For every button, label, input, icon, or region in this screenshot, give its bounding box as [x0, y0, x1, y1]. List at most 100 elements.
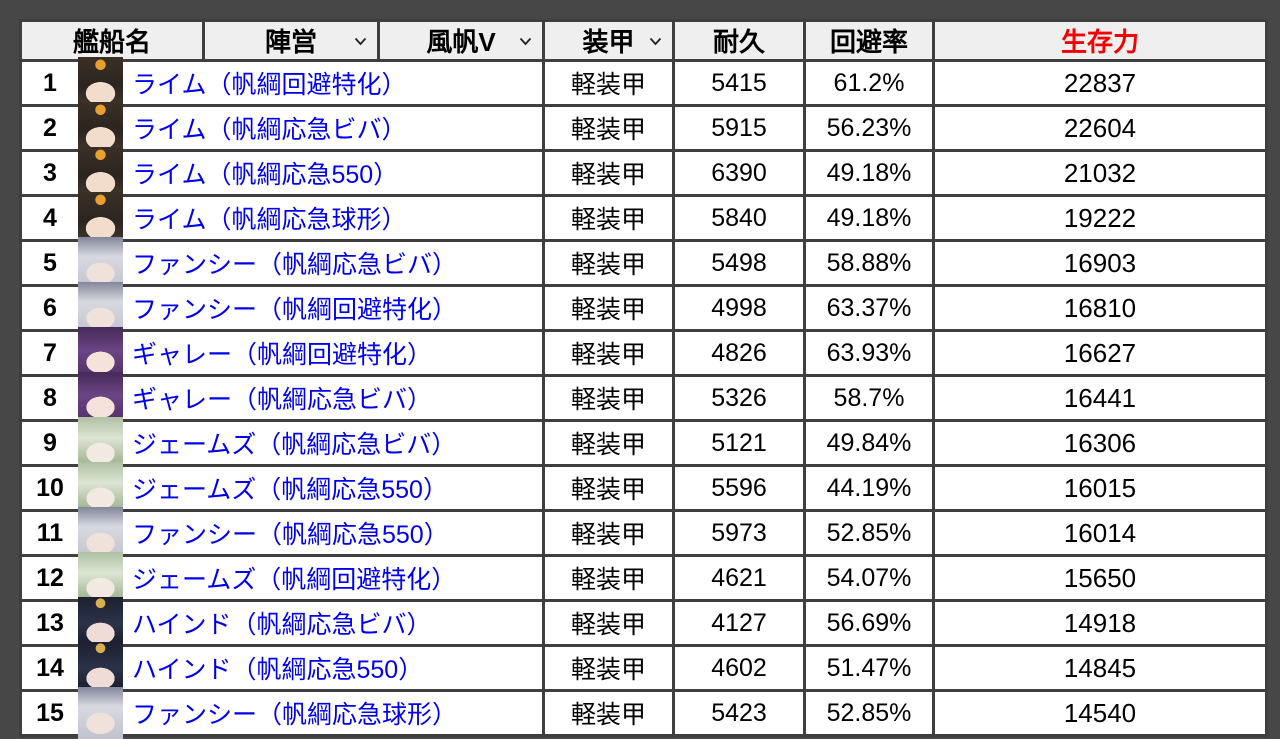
hp-cell: 5915	[672, 104, 806, 152]
table-row: 15 ファンシー（帆綱応急球形） 軽装甲 5423 52.85% 14540	[19, 687, 1268, 739]
hp-cell: 5415	[672, 59, 806, 107]
hp-cell: 4998	[672, 284, 806, 332]
ship-cell: 5 ファンシー（帆綱応急ビバ）	[19, 237, 545, 289]
armor-cell: 軽装甲	[542, 464, 675, 512]
armor-cell: 軽装甲	[542, 374, 675, 422]
armor-cell: 軽装甲	[542, 599, 675, 647]
ship-cell: 8 ギャレー（帆綱応急ビバ）	[19, 372, 545, 424]
evasion-cell: 49.18%	[803, 194, 935, 242]
evasion-cell: 56.69%	[803, 599, 935, 647]
armor-cell: 軽装甲	[542, 59, 675, 107]
armor-cell: 軽装甲	[542, 644, 675, 692]
james-avatar	[78, 462, 123, 514]
header-sail-label: 風帆V	[426, 27, 496, 57]
ship-name-link[interactable]: ジェームズ（帆綱応急ビバ）	[132, 431, 457, 459]
rank-number: 7	[43, 338, 57, 367]
ship-name-link[interactable]: ハインド（帆綱応急ビバ）	[132, 611, 432, 639]
ship-name-link[interactable]: ジェームズ（帆綱回避特化）	[132, 566, 457, 594]
galley-avatar	[78, 327, 123, 379]
survivability-cell: 22837	[932, 59, 1268, 107]
survivability-cell: 14918	[932, 599, 1268, 647]
header-evasion: 回避率	[803, 19, 935, 62]
chevron-down-icon[interactable]	[649, 37, 662, 46]
header-faction-label: 陣営	[264, 27, 317, 57]
rank-number: 9	[43, 428, 57, 457]
survivability-cell: 16810	[932, 284, 1268, 332]
evasion-cell: 63.93%	[803, 329, 935, 377]
rank-number: 15	[36, 698, 64, 727]
table-row: 9 ジェームズ（帆綱応急ビバ） 軽装甲 5121 49.84% 16306	[19, 417, 1268, 469]
ship-name-link[interactable]: ギャレー（帆綱応急ビバ）	[132, 386, 433, 414]
rank-number: 3	[43, 158, 57, 187]
hind-avatar	[78, 642, 123, 694]
ship-name-link[interactable]: ライム（帆綱応急550）	[132, 161, 399, 189]
hind-avatar	[78, 597, 123, 649]
evasion-cell: 63.37%	[803, 284, 935, 332]
hp-cell: 5596	[672, 464, 806, 512]
ship-name-link[interactable]: ファンシー（帆綱応急ビバ）	[132, 251, 458, 279]
table-row: 1 ライム（帆綱回避特化） 軽装甲 5415 61.2% 22837	[19, 57, 1268, 109]
survivability-cell: 16441	[932, 374, 1268, 422]
evasion-cell: 61.2%	[803, 59, 935, 107]
chevron-down-icon[interactable]	[354, 37, 367, 46]
armor-cell: 軽装甲	[542, 554, 675, 602]
evasion-cell: 58.88%	[803, 239, 935, 287]
hp-cell: 5121	[672, 419, 806, 467]
header-faction-filter[interactable]: 陣営	[202, 19, 380, 62]
armor-cell: 軽装甲	[542, 194, 675, 242]
evasion-cell: 56.23%	[803, 104, 935, 152]
table-row: 12 ジェームズ（帆綱回避特化） 軽装甲 4621 54.07% 15650	[19, 552, 1268, 604]
evasion-cell: 52.85%	[803, 689, 935, 737]
james-avatar	[78, 552, 123, 604]
rank-number: 5	[43, 248, 57, 277]
armor-cell: 軽装甲	[542, 239, 675, 287]
rank-number: 1	[43, 68, 57, 97]
table-row: 10 ジェームズ（帆綱応急550） 軽装甲 5596 44.19% 16015	[19, 462, 1268, 514]
table-row: 11 ファンシー（帆綱応急550） 軽装甲 5973 52.85% 16014	[19, 507, 1268, 559]
hp-cell: 5840	[672, 194, 806, 242]
ship-name-link[interactable]: ジェームズ（帆綱応急550）	[132, 476, 448, 504]
lime-avatar	[78, 57, 123, 109]
hp-cell: 4826	[672, 329, 806, 377]
armor-cell: 軽装甲	[542, 104, 675, 152]
survivability-cell: 16015	[932, 464, 1268, 512]
ship-cell: 4 ライム（帆綱応急球形）	[19, 192, 545, 244]
survivability-cell: 14540	[932, 689, 1268, 737]
ship-cell: 11 ファンシー（帆綱応急550）	[19, 507, 545, 559]
armor-cell: 軽装甲	[542, 689, 675, 737]
header-armor-filter[interactable]: 装甲	[542, 19, 675, 62]
ship-cell: 6 ファンシー（帆綱回避特化）	[19, 282, 545, 334]
hp-cell: 4127	[672, 599, 806, 647]
ship-name-link[interactable]: ライム（帆綱回避特化）	[132, 71, 407, 99]
survivability-cell: 14845	[932, 644, 1268, 692]
table-row: 4 ライム（帆綱応急球形） 軽装甲 5840 49.18% 19222	[19, 192, 1268, 244]
survivability-cell: 16014	[932, 509, 1268, 557]
ship-name-link[interactable]: ファンシー（帆綱回避特化）	[132, 296, 458, 324]
ship-name-link[interactable]: ライム（帆綱応急球形）	[132, 206, 407, 234]
chevron-down-icon[interactable]	[519, 37, 532, 46]
header-sail-filter[interactable]: 風帆V	[377, 19, 545, 62]
survivability-cell: 16627	[932, 329, 1268, 377]
rank-number: 14	[36, 653, 64, 682]
ship-cell: 2 ライム（帆綱応急ビバ）	[19, 102, 545, 154]
ship-name-link[interactable]: ギャレー（帆綱回避特化）	[132, 341, 433, 369]
table-row: 7 ギャレー（帆綱回避特化） 軽装甲 4826 63.93% 16627	[19, 327, 1268, 379]
ship-name-link[interactable]: ハインド（帆綱応急550）	[132, 656, 424, 684]
fancy-avatar	[78, 507, 123, 559]
rank-number: 4	[43, 203, 57, 232]
ship-name-link[interactable]: ファンシー（帆綱応急球形）	[132, 701, 458, 729]
ship-name-link[interactable]: ライム（帆綱応急ビバ）	[132, 116, 407, 144]
rank-number: 8	[43, 383, 57, 412]
hp-cell: 4602	[672, 644, 806, 692]
survivability-cell: 15650	[932, 554, 1268, 602]
survivability-cell: 21032	[932, 149, 1268, 197]
ship-cell: 12 ジェームズ（帆綱回避特化）	[19, 552, 545, 604]
ship-cell: 3 ライム（帆綱応急550）	[19, 147, 545, 199]
fancy-avatar	[78, 687, 123, 739]
fancy-avatar	[78, 237, 123, 289]
ship-name-link[interactable]: ファンシー（帆綱応急550）	[132, 521, 449, 549]
fancy-avatar	[78, 282, 123, 334]
table-row: 13 ハインド（帆綱応急ビバ） 軽装甲 4127 56.69% 14918	[19, 597, 1268, 649]
lime-avatar	[78, 192, 123, 244]
evasion-cell: 49.18%	[803, 149, 935, 197]
